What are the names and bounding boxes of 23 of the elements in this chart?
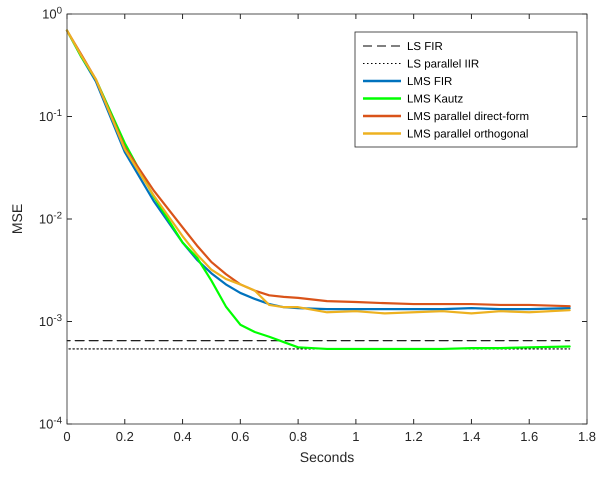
y-tick-label: 10$^{-1}$ <box>38 108 62 124</box>
legend-label: LMS Kautz <box>407 94 464 106</box>
x-tick-label: 1.4 <box>462 429 480 444</box>
y-tick-label: 10$^{0}$ <box>42 5 63 22</box>
x-tick-label: 1.8 <box>578 429 596 444</box>
legend-label: LS parallel IIR <box>407 58 480 71</box>
y-axis-title: MSE <box>9 204 25 234</box>
x-tick-label: 0.8 <box>289 429 308 444</box>
x-tick-label: 1.2 <box>404 429 423 444</box>
x-tick-label: 0 <box>63 429 71 444</box>
x-tick-label: 0.2 <box>116 429 134 444</box>
y-tick-label: 10$^{-4}$ <box>38 415 63 432</box>
x-tick-label: 0.6 <box>231 429 250 444</box>
legend-label: LMS parallel direct-form <box>407 111 530 124</box>
y-tick-label: 10$^{-2}$ <box>38 210 62 227</box>
legend-label: LMS FIR <box>407 76 452 88</box>
x-tick-label: 1.6 <box>520 429 538 444</box>
legend-label: LMS parallel orthogonal <box>407 128 528 141</box>
legend-label: LS FIR <box>407 41 443 54</box>
x-axis-title: Seconds <box>300 449 354 465</box>
y-tick-label: 10$^{-3}$ <box>38 312 62 330</box>
x-tick-label: 1 <box>352 429 360 444</box>
x-tick-label: 0.4 <box>174 429 192 444</box>
